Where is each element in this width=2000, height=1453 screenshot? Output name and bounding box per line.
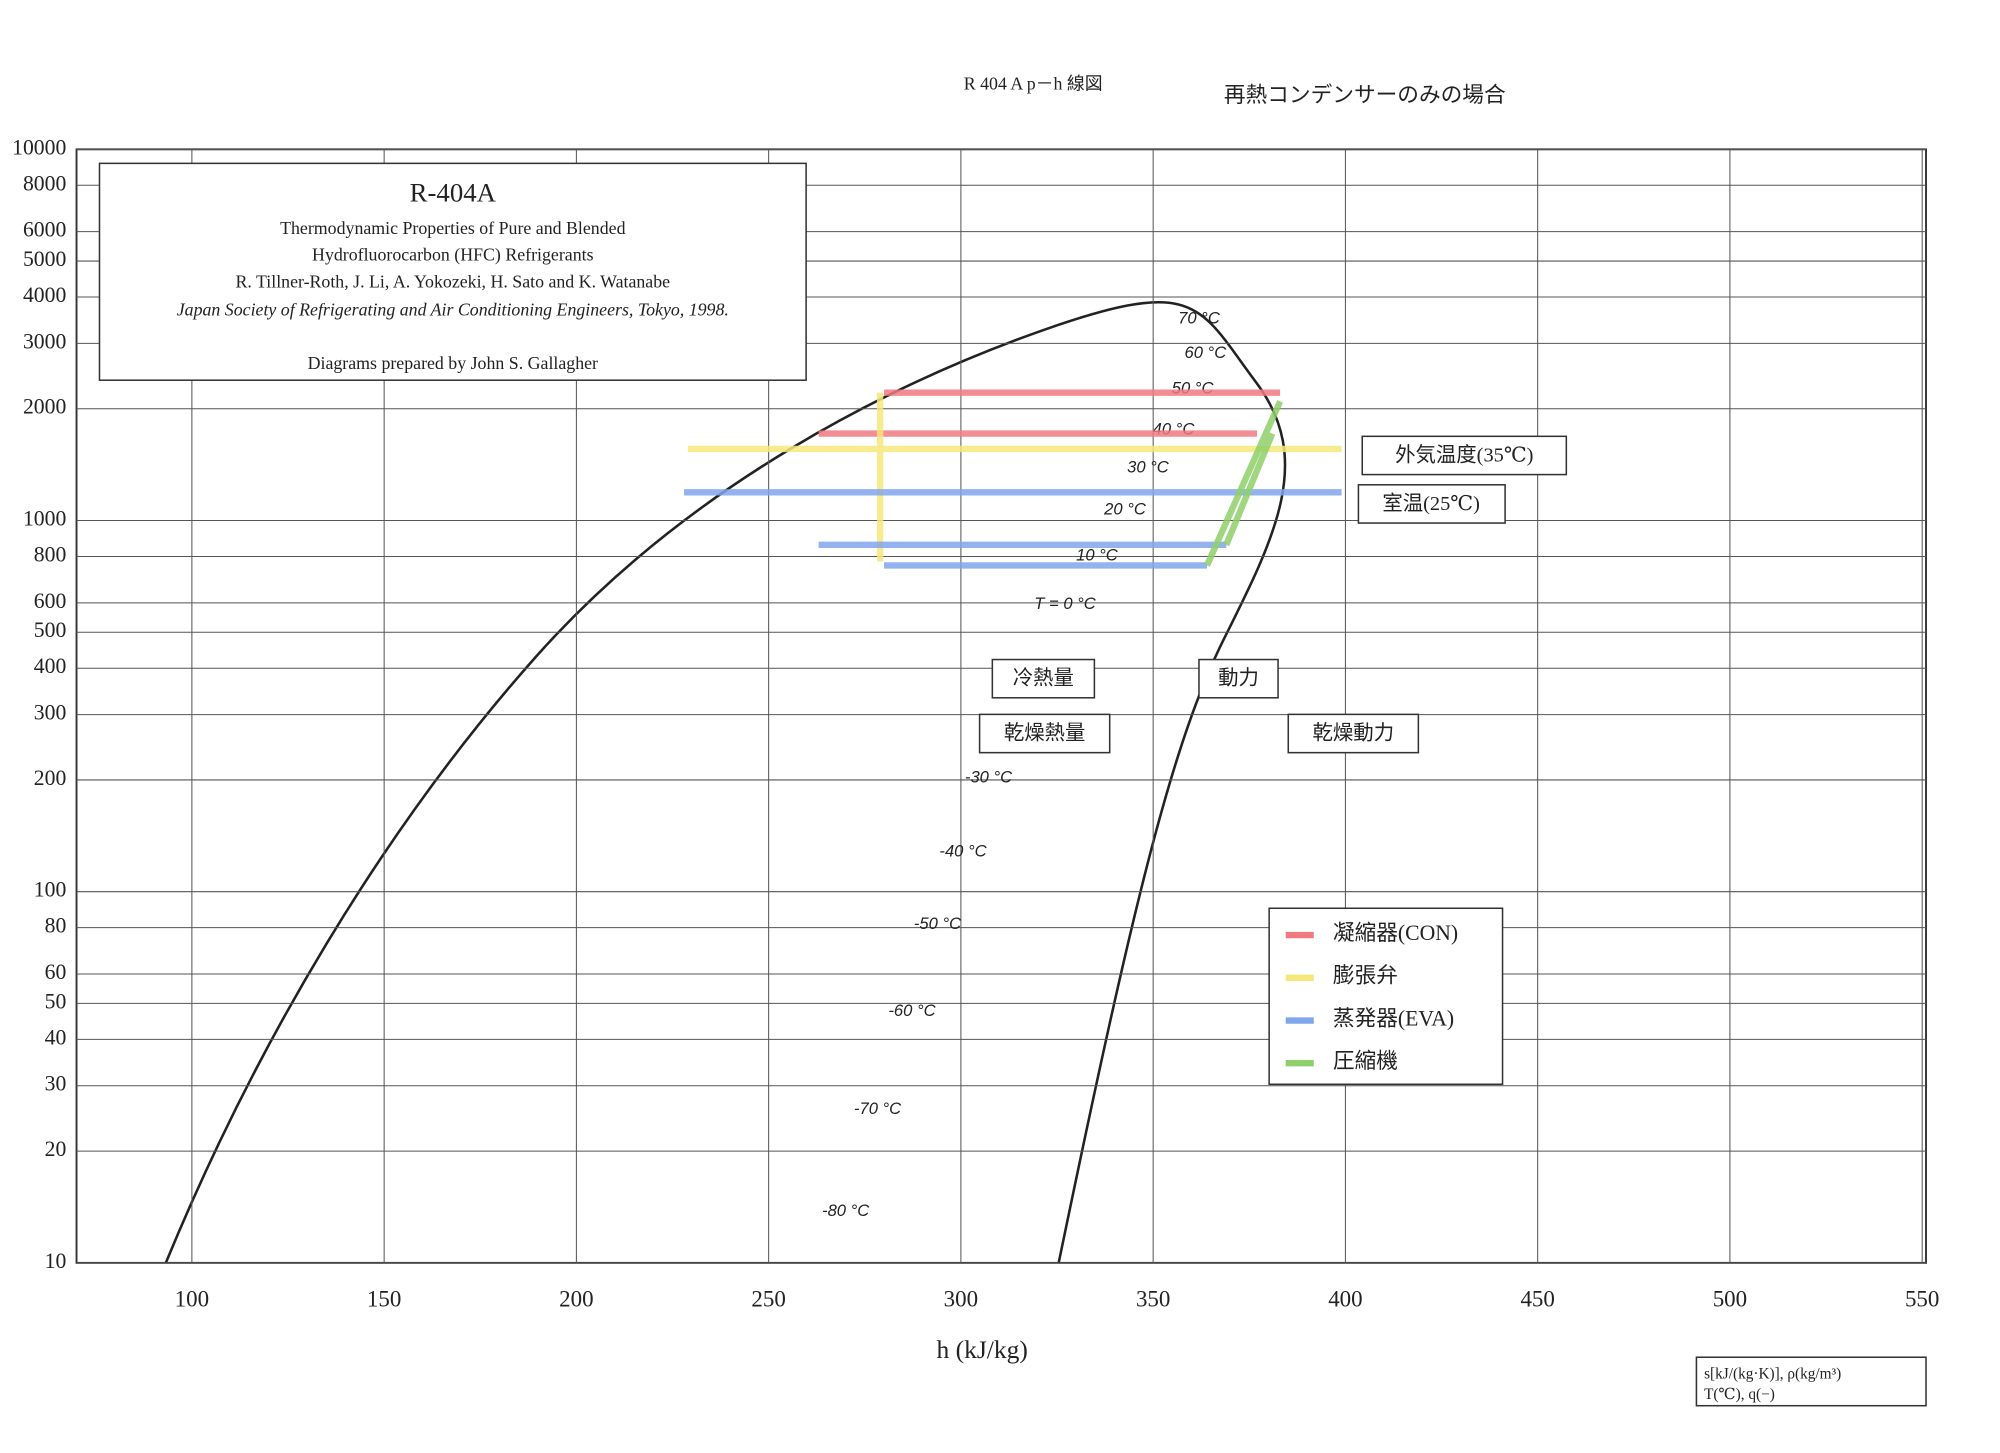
x-tick-label: 550 xyxy=(1905,1286,1939,1311)
annotation: 外気温度(35℃) xyxy=(1395,443,1533,466)
x-tick-label: 150 xyxy=(367,1286,401,1311)
saturation-dome xyxy=(164,300,1287,1264)
temperature-label: -60 °C xyxy=(888,1001,936,1020)
x-tick-label: 300 xyxy=(944,1286,978,1311)
temperature-label: 30 °C xyxy=(1127,458,1170,477)
legend-label: 蒸発器(EVA) xyxy=(1333,1006,1454,1030)
y-tick-label: 80 xyxy=(45,914,67,938)
annotation-box xyxy=(1361,435,1568,476)
annotation: 乾燥熱量 xyxy=(1004,721,1086,744)
x-axis-label: h (kJ/kg) xyxy=(936,1335,1027,1364)
units-note: T(℃), q(−) xyxy=(1704,1386,1775,1403)
header: R 404 A p－h 線図 xyxy=(964,74,1103,94)
annotation-box xyxy=(1198,658,1279,699)
x-tick-label: 100 xyxy=(175,1286,209,1311)
y-tick-label: 2000 xyxy=(23,395,67,419)
y-tick-label: 5000 xyxy=(23,247,67,271)
y-tick-label: 400 xyxy=(34,654,67,678)
temperature-label: -80 °C xyxy=(822,1201,870,1220)
annotation: 室温(25℃) xyxy=(1382,492,1480,515)
cycle-line xyxy=(1204,400,1284,567)
y-tick-label: 600 xyxy=(34,589,67,613)
cycle-line xyxy=(687,392,1342,562)
temperature-label: -50 °C xyxy=(914,914,962,933)
y-tick-label: 20 xyxy=(45,1137,67,1161)
x-tick-label: 350 xyxy=(1136,1286,1170,1311)
info-line: Diagrams prepared by John S. Gallagher xyxy=(308,353,598,373)
x-tick-label: 450 xyxy=(1520,1286,1554,1311)
annotation-box xyxy=(978,713,1111,754)
temperature-label: T = 0 °C xyxy=(1034,594,1096,613)
subheader: 再熱コンデンサーのみの場合 xyxy=(1224,83,1506,107)
temperature-label: 70 °C xyxy=(1178,308,1221,327)
y-tick-label: 30 xyxy=(45,1072,67,1096)
y-tick-label: 300 xyxy=(34,701,67,725)
y-tick-label: 4000 xyxy=(23,283,67,307)
y-tick-label: 800 xyxy=(34,542,67,566)
annotation: 冷熱量 xyxy=(1013,667,1074,690)
y-tick-label: 1000 xyxy=(23,506,67,530)
legend-label: 圧縮機 xyxy=(1333,1049,1398,1073)
legend-label: 膨張弁 xyxy=(1333,964,1398,988)
temperature-label: 20 °C xyxy=(1103,500,1147,519)
y-tick-label: 60 xyxy=(45,960,67,984)
x-tick-label: 200 xyxy=(559,1286,593,1311)
temperature-label: -40 °C xyxy=(939,842,987,861)
x-tick-label: 250 xyxy=(751,1286,785,1311)
y-tick-label: 40 xyxy=(45,1025,67,1049)
x-tick-label: 400 xyxy=(1328,1286,1362,1311)
info-line: R. Tillner-Roth, J. Li, A. Yokozeki, H. … xyxy=(236,271,671,291)
y-tick-label: 10000 xyxy=(12,135,66,159)
temperature-label: 60 °C xyxy=(1185,343,1228,362)
info-line: Japan Society of Refrigerating and Air C… xyxy=(177,299,729,319)
annotation: 乾燥動力 xyxy=(1313,721,1395,744)
y-tick-label: 10 xyxy=(45,1249,67,1273)
y-tick-label: 3000 xyxy=(23,329,67,353)
cycle-line xyxy=(684,489,1342,569)
legend-label: 凝縮器(CON) xyxy=(1333,921,1458,945)
y-tick-label: 6000 xyxy=(23,218,67,242)
y-tick-label: 8000 xyxy=(23,171,67,195)
y-tick-label: 50 xyxy=(45,989,67,1013)
y-tick-label: 100 xyxy=(34,878,67,902)
temperature-label: -30 °C xyxy=(965,768,1013,787)
temperature-label: -70 °C xyxy=(854,1099,902,1118)
temperature-label: 10 °C xyxy=(1076,546,1119,565)
units-box xyxy=(1695,1356,1927,1407)
info-title: R-404A xyxy=(410,177,497,207)
y-tick-label: 200 xyxy=(34,766,67,790)
annotation-box xyxy=(1357,484,1506,524)
x-tick-label: 500 xyxy=(1713,1286,1747,1311)
info-line: Thermodynamic Properties of Pure and Ble… xyxy=(280,218,625,238)
units-note: s[kJ/(kg·K)], ρ(kg/m³) xyxy=(1704,1366,1841,1383)
cycle-line xyxy=(818,389,1281,437)
annotation-box xyxy=(991,658,1096,699)
y-tick-label: 500 xyxy=(34,618,67,642)
info-box xyxy=(98,162,807,381)
annotation: 動力 xyxy=(1218,667,1259,690)
annotation-box xyxy=(1287,713,1420,754)
info-line: Hydrofluorocarbon (HFC) Refrigerants xyxy=(312,245,594,266)
